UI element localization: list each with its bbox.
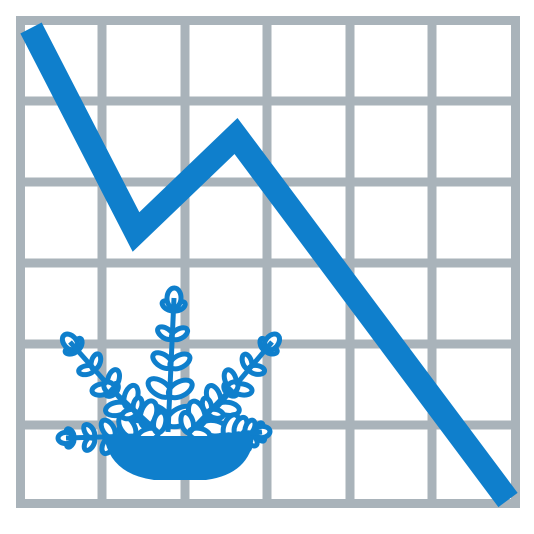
plant-bowl [104, 436, 254, 480]
fern-plant-icon [58, 288, 283, 480]
